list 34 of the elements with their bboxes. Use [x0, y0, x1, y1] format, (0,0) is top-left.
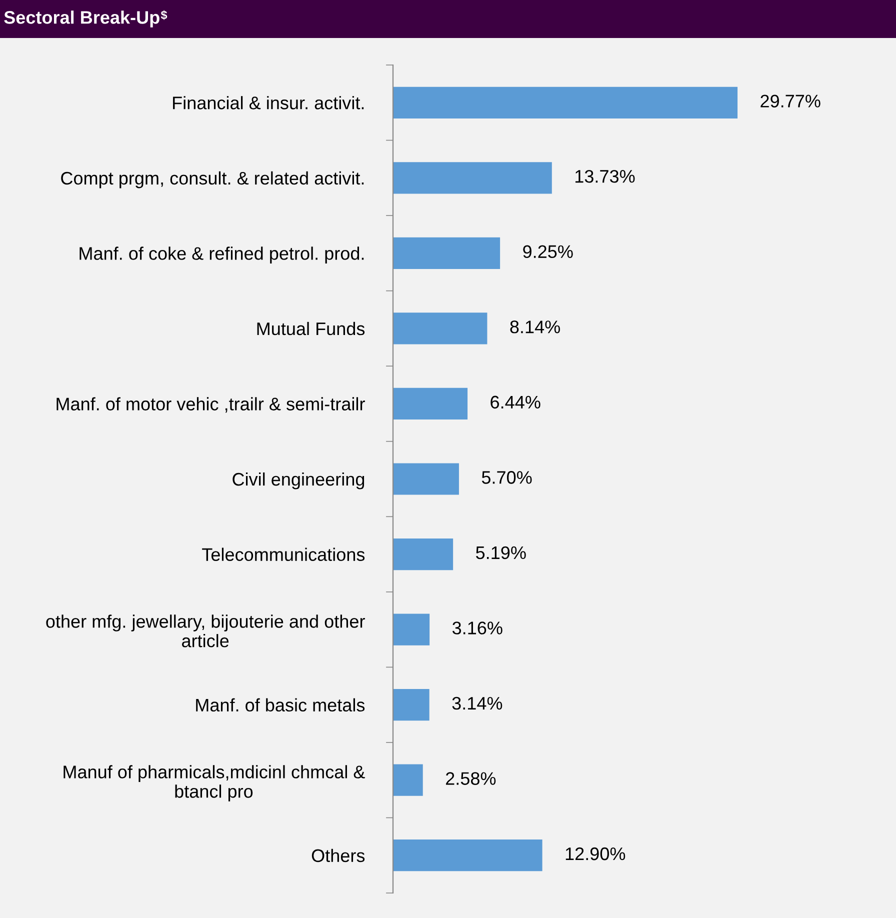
bar: [393, 764, 423, 796]
bar: [393, 312, 488, 344]
data-label: 13.73%: [575, 170, 635, 183]
y-tick-label: Telecommunications: [202, 548, 365, 561]
data-label: 5.70%: [482, 471, 532, 484]
data-label: 2.58%: [446, 772, 496, 785]
y-tick-label: Civil engineering: [232, 472, 364, 490]
bar: [393, 86, 738, 118]
bar: [393, 463, 459, 495]
y-tick-label: other mfg. jewellary, bijouterie and other article: [46, 614, 365, 648]
data-label: 8.14%: [510, 320, 560, 334]
y-tick-label: Financial & insur. activit.: [173, 96, 364, 110]
y-tick-label: Manf. of motor vehic ,trailr & semi-trailr: [56, 397, 365, 413]
data-label: 3.14%: [452, 696, 502, 710]
y-tick-label: Mutual Funds: [257, 322, 365, 336]
y-tick-label: Others: [312, 848, 365, 862]
data-label: 12.90%: [566, 847, 626, 860]
data-label: 5.19%: [476, 546, 526, 560]
data-label: 6.44%: [490, 396, 540, 409]
y-tick-label: Manuf of pharmicals,mdicinl chmcal & btancl pro: [64, 765, 365, 802]
bar: [393, 388, 468, 420]
y-tick-label: Manf. of basic metals: [196, 698, 365, 712]
data-label: 3.16%: [452, 622, 502, 634]
bar: [393, 237, 500, 269]
text: Sectoral Break-Up$: [4, 10, 168, 28]
data-label: 29.77%: [760, 94, 820, 108]
data-label: 9.25%: [523, 245, 573, 258]
bar: [393, 840, 542, 872]
bar: [393, 162, 552, 194]
y-tick-label: Manf. of coke & refined petrol. prod.: [80, 246, 364, 264]
bar: [393, 614, 430, 646]
bar: [393, 538, 454, 570]
bar: [393, 689, 430, 721]
y-tick-label: Compt prgm, consult. & related activit.: [61, 171, 364, 188]
